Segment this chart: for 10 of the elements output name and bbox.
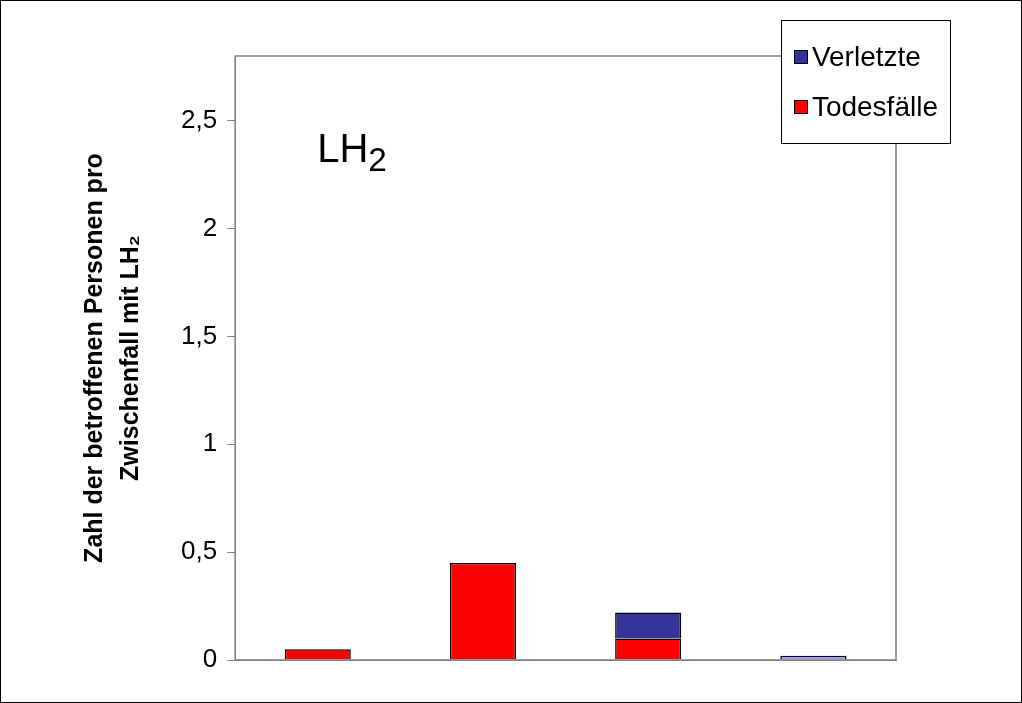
legend-label: Todesfälle (811, 91, 938, 123)
y-tick-label: 0,5 (180, 535, 218, 566)
y-axis-title: Zahl der betroffenen Personen pro Zwischenfall mit LH₂ (78, 152, 145, 565)
annotation: LH$_{2}$ (317, 126, 387, 179)
y-tick-label: 2 (202, 211, 218, 242)
y-tick-label: 2,5 (180, 103, 218, 134)
y-tick-label: 1 (202, 427, 218, 458)
y-tick-label: 0 (202, 643, 218, 674)
legend-label: Verletzte (811, 41, 921, 73)
y-tick-label: 1,5 (180, 319, 218, 350)
